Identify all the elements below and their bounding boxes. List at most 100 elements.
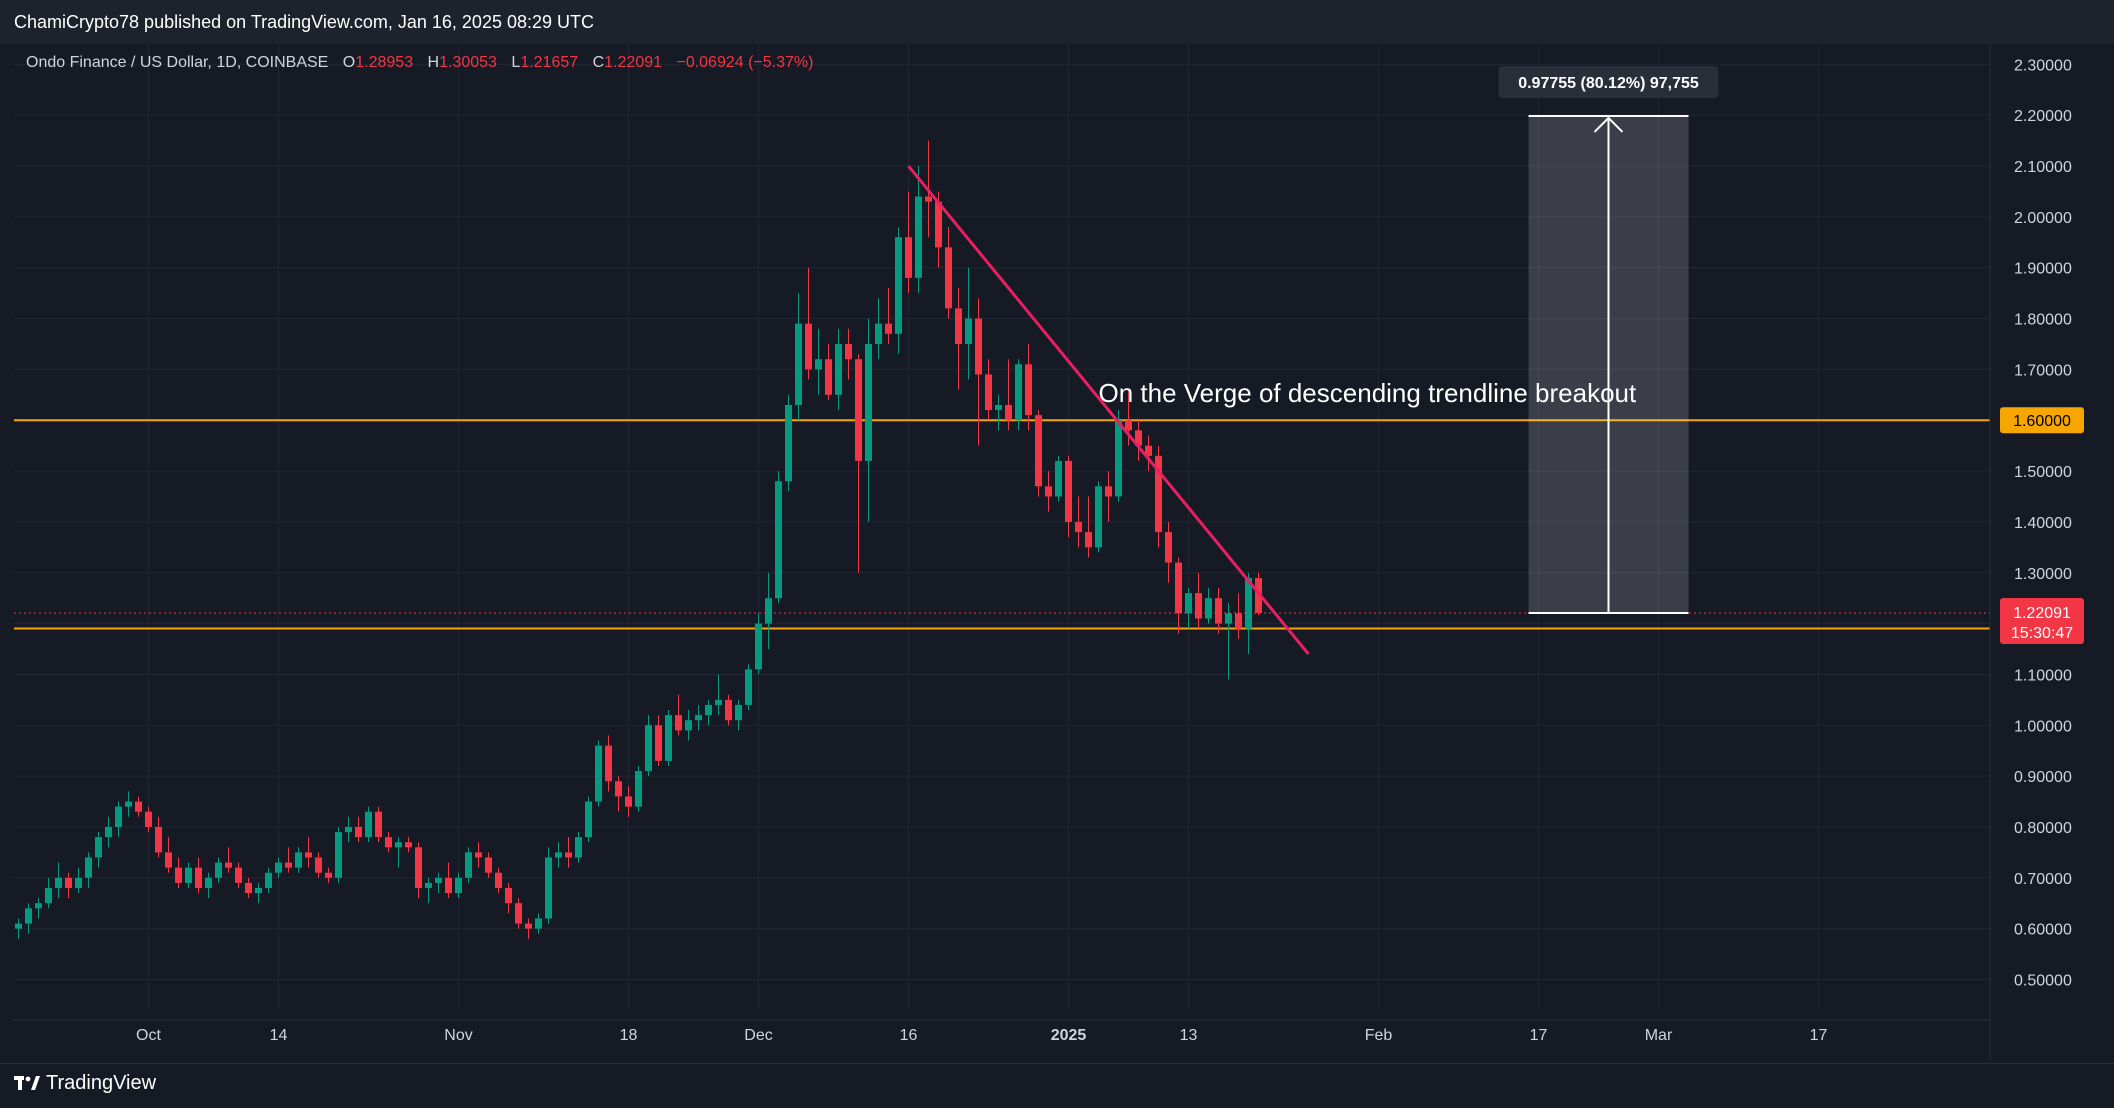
y-tick-label: 2.00000 [2014, 210, 2072, 227]
candle-body [205, 877, 212, 888]
x-tick-label: 17 [1810, 1027, 1828, 1044]
open-value: 1.28953 [355, 54, 414, 71]
candle-body [565, 852, 572, 858]
candle-body [855, 359, 862, 461]
candle-body [1245, 577, 1252, 629]
candle-body [1205, 598, 1212, 619]
candle-body [1135, 430, 1142, 446]
descending-trendline [907, 165, 1310, 656]
candle-body [1045, 486, 1052, 497]
candle-body [125, 801, 132, 807]
candle-body [825, 359, 832, 395]
x-tick-label: 18 [620, 1027, 638, 1044]
candle-body [655, 725, 662, 761]
y-axis: 0.50000 0.60000 0.70000 0.80000 0.90000 1.000… [1989, 44, 2084, 1060]
candle-body [1215, 598, 1222, 624]
candle-body [435, 877, 442, 883]
last-price-tag [2000, 597, 2084, 644]
candle-body [535, 918, 542, 929]
candle-body [105, 826, 112, 838]
candle-body [1165, 532, 1172, 563]
y-tick-label: 0.60000 [2014, 922, 2072, 939]
candle-body [85, 857, 92, 878]
candle-body [505, 887, 512, 904]
candle-body [35, 903, 42, 909]
candle-body [635, 771, 642, 807]
tradingview-brand: TradingView [46, 1072, 157, 1094]
candle-body [735, 704, 742, 721]
candle-body [685, 720, 692, 731]
x-tick-label: Mar [1645, 1027, 1673, 1044]
y-tick-label: 0.90000 [2014, 769, 2072, 786]
candle-body [995, 404, 1002, 411]
y-tick-label: 0.70000 [2014, 871, 2072, 888]
measure-arrow-head [1593, 116, 1624, 133]
candle-body [355, 826, 362, 838]
level-price-label: 1.60000 [2013, 413, 2071, 430]
candle-body [715, 699, 722, 705]
candles [15, 140, 1262, 939]
y-tick-label: 1.40000 [2014, 515, 2072, 532]
y-tick-label: 1.10000 [2014, 667, 2072, 684]
candle-body [1095, 486, 1102, 548]
candle-body [595, 745, 602, 802]
candle-body [605, 745, 612, 782]
candle-body [1015, 364, 1022, 421]
measure-tool: 0.97755 (80.12%) 97,755 [1498, 65, 1719, 614]
y-tick-label: 1.70000 [2014, 362, 2072, 379]
candle-body [335, 832, 342, 878]
annotation-group: On the Verge of descending trendline bre… [1099, 378, 1637, 408]
candle-body [95, 837, 102, 858]
y-tick-label: 2.20000 [2014, 108, 2072, 125]
candle-body [155, 826, 162, 853]
candle-body [1225, 613, 1232, 624]
candle-body [555, 852, 562, 858]
tradingview-logo[interactable]: TradingView [14, 1072, 156, 1095]
candle-body [1105, 486, 1112, 497]
candle-body [325, 872, 332, 878]
candle-body [75, 877, 82, 888]
candle-body [525, 923, 532, 929]
candle-body [615, 781, 622, 797]
candle-body [1145, 445, 1152, 456]
x-tick-label: Dec [744, 1027, 772, 1044]
candle-body [265, 872, 272, 888]
candle-body [495, 872, 502, 888]
candle-body [395, 842, 402, 848]
x-tick-label: Nov [444, 1027, 472, 1044]
low-label: L [511, 54, 521, 71]
candle-body [165, 852, 172, 868]
y-tick-label: 1.50000 [2014, 464, 2072, 481]
candle-body [475, 852, 482, 858]
candle-body [1185, 593, 1192, 614]
candle-body [915, 196, 922, 278]
high-value: 1.30053 [439, 54, 497, 71]
candle-body [785, 404, 792, 482]
symbol-title[interactable]: Ondo Finance / US Dollar, 1D, COINBASE [26, 54, 329, 71]
candle-body [645, 725, 652, 772]
chart-area[interactable] [0, 44, 2114, 1063]
candle-body [455, 877, 462, 894]
x-tick-label: 13 [1180, 1027, 1198, 1044]
candle-body [895, 237, 902, 334]
candle-body [1155, 455, 1162, 533]
candle-body [755, 623, 762, 670]
x-tick-label: 14 [270, 1027, 288, 1044]
candle-body [245, 882, 252, 894]
candle-body [315, 857, 322, 873]
measure-label-bg [1498, 65, 1719, 98]
candle-body [1055, 460, 1062, 497]
candle-body [465, 852, 472, 878]
candle-body [255, 887, 262, 894]
candle-body [765, 598, 772, 624]
level-price-tag [2000, 407, 2084, 434]
candle-body [935, 201, 942, 248]
candle-body [295, 852, 302, 868]
candle-body [705, 704, 712, 716]
candle-body [195, 867, 202, 888]
candle-body [1255, 578, 1262, 613]
last-price-label: 1.22091 [2013, 605, 2071, 622]
candle-body [815, 359, 822, 370]
candle-body [1065, 460, 1072, 522]
